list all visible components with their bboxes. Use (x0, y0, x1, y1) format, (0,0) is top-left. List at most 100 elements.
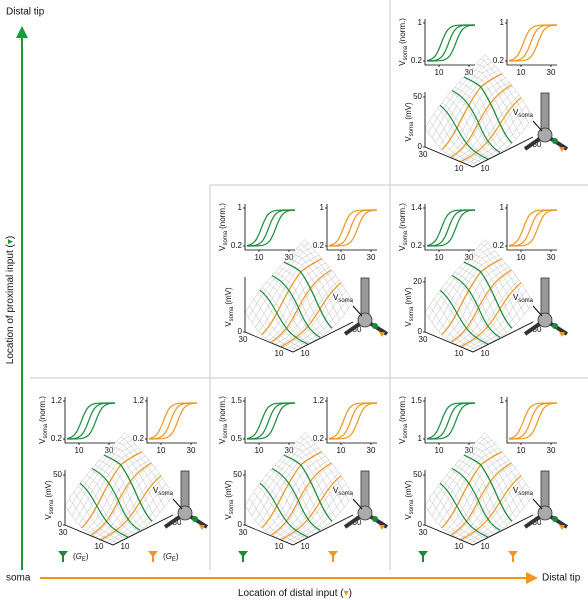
surface-line (463, 76, 513, 144)
z-tick-label: 50 (53, 470, 62, 479)
electrode (352, 498, 363, 510)
surface-line (439, 289, 489, 345)
floor-tick-label: 30 (173, 518, 182, 527)
electrode (352, 305, 363, 317)
surface-line (103, 454, 153, 522)
surface-line (265, 455, 326, 532)
y-label-v: V (218, 245, 227, 251)
surface-line (265, 262, 326, 339)
surface-line (451, 269, 512, 343)
soma (357, 505, 373, 521)
electrode (172, 498, 183, 510)
y-tick-label: 0.2 (231, 241, 243, 250)
x-tick-label: 10 (517, 68, 526, 77)
curve (67, 402, 115, 440)
surface-line (279, 267, 328, 333)
floor-tick-label: 30 (419, 528, 428, 537)
surface-line (424, 54, 486, 128)
x-tick-label: 10 (435, 68, 444, 77)
surface-line (271, 462, 332, 536)
surface-line (251, 247, 313, 323)
surface-line (459, 267, 508, 333)
floor-tick-label: 30 (239, 335, 248, 344)
y-tick-label: 0.2 (493, 56, 505, 65)
surface-line (451, 89, 501, 153)
surface-line (248, 436, 309, 511)
surface-line (428, 243, 489, 318)
curve (246, 209, 295, 247)
x-tick-label: 30 (105, 446, 114, 455)
floor-tick-label: 10 (455, 349, 464, 358)
input-marker (238, 551, 248, 562)
plot-axes (506, 397, 557, 444)
surface-line (480, 243, 529, 309)
distal-input (559, 147, 565, 152)
vsoma-label: Vsoma (513, 108, 534, 118)
surface-line (244, 239, 306, 313)
electrode (532, 498, 543, 510)
surface-line (287, 257, 337, 325)
electrode (532, 305, 543, 317)
vsoma-label: Vsoma (513, 293, 534, 303)
surface-line (445, 262, 506, 339)
y-label-v: V (218, 438, 227, 444)
surface-line (438, 254, 499, 332)
surface-line (107, 450, 157, 518)
input-marker (148, 551, 158, 562)
ge-e: E (82, 557, 86, 563)
floor-tick-label: 30 (533, 140, 542, 149)
y-tick-label: 1.5 (411, 396, 423, 405)
surface-line (71, 440, 133, 516)
surface-line (99, 460, 148, 526)
plot-axes (244, 397, 295, 444)
z-tick-label: 50 (413, 470, 422, 479)
surface-line (271, 269, 332, 343)
y-label-sub: soma (409, 121, 415, 136)
curve (509, 402, 557, 440)
surface-line (248, 243, 309, 318)
y-label-unit: (norm.) (38, 396, 47, 422)
floor-tick-label: 10 (481, 164, 490, 173)
x-tick-label: 10 (517, 253, 526, 262)
proximal-input (552, 138, 558, 144)
y-label: Vsoma(mV) (44, 480, 54, 520)
input-marker (58, 551, 68, 562)
surface-line (274, 464, 324, 529)
surface-line (460, 475, 522, 541)
y-tick-label: 1.5 (231, 396, 243, 405)
y-label: Vsoma(norm.) (398, 203, 408, 251)
ge-close: ) (176, 552, 179, 561)
floor-tick-label: 30 (353, 325, 362, 334)
curve (329, 209, 378, 247)
x-tick-label: 30 (465, 253, 474, 262)
y-label-v: V (398, 245, 407, 251)
x-tick-label: 10 (337, 253, 346, 262)
surface-line (476, 63, 525, 130)
curve (427, 402, 475, 440)
distal-input (379, 525, 385, 530)
y-tick-label: 1 (418, 18, 423, 27)
y-tick-label: 0.2 (493, 241, 505, 250)
vsoma-sub: soma (518, 298, 533, 304)
surface-line (445, 455, 506, 532)
vsoma-label: Vsoma (333, 486, 354, 496)
surface-line (438, 69, 499, 147)
x-tick-label: 10 (435, 446, 444, 455)
ge-close: ) (86, 552, 89, 561)
y-tick-label: 1.2 (133, 396, 145, 405)
surface-line (287, 450, 337, 518)
y-label-sub: soma (223, 230, 229, 245)
floor-tick-label: 10 (301, 542, 310, 551)
plot-axes (424, 204, 475, 251)
surface-line (75, 443, 136, 521)
soma (357, 312, 373, 328)
floor-tick-label: 30 (419, 335, 428, 344)
surface-line (283, 261, 333, 329)
dendrite (360, 277, 370, 319)
y-tick-label: 1 (500, 396, 505, 405)
y-tick-label: 1 (418, 434, 423, 443)
x-tick-label: 30 (367, 253, 376, 262)
surface-line (116, 441, 165, 508)
surface-line (431, 62, 493, 138)
curve (509, 24, 558, 62)
